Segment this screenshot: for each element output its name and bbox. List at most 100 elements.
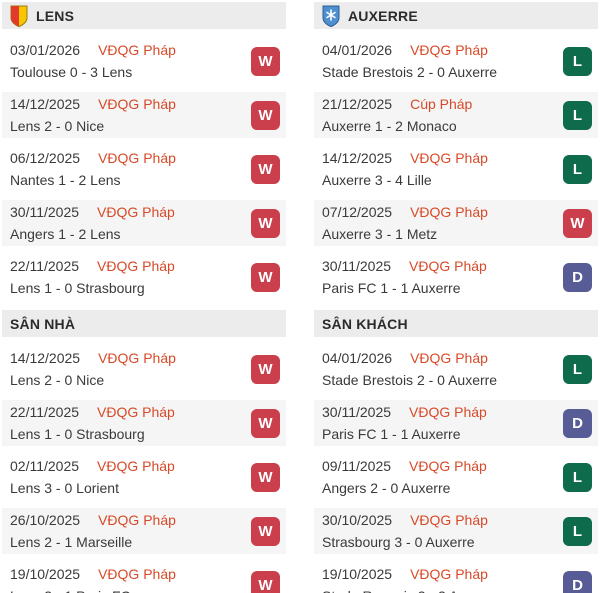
league-name[interactable]: VĐQG Pháp	[409, 404, 487, 420]
match-date: 03/01/2026	[10, 42, 81, 58]
result-badge: L	[563, 462, 592, 492]
league-name[interactable]: VĐQG Pháp	[98, 566, 176, 582]
match-row[interactable]: 07/12/2025 VĐQG Pháp Auxerre 3 - 1 Metz …	[314, 196, 598, 250]
match-row[interactable]: 04/01/2026 VĐQG Pháp Stade Brestois 2 - …	[314, 342, 598, 396]
league-name[interactable]: VĐQG Pháp	[98, 42, 176, 58]
match-date: 21/12/2025	[322, 96, 393, 112]
league-name[interactable]: VĐQG Pháp	[410, 204, 488, 220]
match-score: Nantes 1 - 2 Lens	[10, 172, 121, 188]
league-name[interactable]: VĐQG Pháp	[410, 42, 488, 58]
match-row[interactable]: 09/11/2025 VĐQG Pháp Angers 2 - 0 Auxerr…	[314, 450, 598, 504]
league-name[interactable]: VĐQG Pháp	[98, 150, 176, 166]
match-score: Auxerre 3 - 1 Metz	[322, 226, 438, 242]
match-row[interactable]: 06/12/2025 VĐQG Pháp Nantes 1 - 2 Lens W	[2, 142, 286, 196]
result-badge: W	[251, 154, 280, 184]
result-badge: W	[251, 570, 280, 593]
result-badge: W	[251, 408, 280, 438]
match-date: 06/12/2025	[10, 150, 81, 166]
league-name[interactable]: VĐQG Pháp	[98, 512, 176, 528]
match-date: 09/11/2025	[322, 458, 392, 474]
match-row[interactable]: 30/11/2025 VĐQG Pháp Paris FC 1 - 1 Auxe…	[314, 396, 598, 450]
match-score: Auxerre 3 - 4 Lille	[322, 172, 432, 188]
match-row[interactable]: 19/10/2025 VĐQG Pháp Lens 2 - 1 Paris FC…	[2, 558, 286, 593]
auxerre-column: AUXERRE 04/01/2026 VĐQG Pháp Stade Brest…	[314, 2, 598, 593]
team-name: LENS	[36, 7, 75, 24]
match-row[interactable]: 30/11/2025 VĐQG Pháp Angers 1 - 2 Lens W	[2, 196, 286, 250]
lens-recent-list: 03/01/2026 VĐQG Pháp Toulouse 0 - 3 Lens…	[2, 34, 286, 304]
match-score: Paris FC 1 - 1 Auxerre	[322, 280, 461, 296]
league-name[interactable]: VĐQG Pháp	[410, 512, 488, 528]
match-date: 19/10/2025	[322, 566, 393, 582]
result-badge: W	[563, 208, 592, 238]
match-score: Stade Brestois 2 - 0 Auxerre	[322, 372, 498, 388]
result-badge: W	[251, 354, 280, 384]
match-date: 19/10/2025	[10, 566, 81, 582]
league-name[interactable]: VĐQG Pháp	[97, 204, 175, 220]
match-row[interactable]: 14/12/2025 VĐQG Pháp Auxerre 3 - 4 Lille…	[314, 142, 598, 196]
match-row[interactable]: 30/10/2025 VĐQG Pháp Strasbourg 3 - 0 Au…	[314, 504, 598, 558]
result-badge: D	[563, 570, 592, 593]
match-score: Stade Rennais 2 - 2 Auxerre	[322, 588, 498, 593]
league-name[interactable]: VĐQG Pháp	[97, 458, 175, 474]
result-badge: L	[563, 100, 592, 130]
result-badge: L	[563, 516, 592, 546]
match-row[interactable]: 22/11/2025 VĐQG Pháp Lens 1 - 0 Strasbou…	[2, 250, 286, 304]
match-date: 30/11/2025	[10, 204, 80, 220]
result-badge: W	[251, 100, 280, 130]
match-row[interactable]: 02/11/2025 VĐQG Pháp Lens 3 - 0 Lorient …	[2, 450, 286, 504]
match-score: Auxerre 1 - 2 Monaco	[322, 118, 457, 134]
result-badge: W	[251, 462, 280, 492]
lens-home-list: 14/12/2025 VĐQG Pháp Lens 2 - 0 Nice W	[2, 342, 286, 593]
match-score: Strasbourg 3 - 0 Auxerre	[322, 534, 475, 550]
match-date: 14/12/2025	[10, 350, 81, 366]
lens-column: LENS 03/01/2026 VĐQG Pháp Toulouse 0 - 3…	[2, 2, 286, 593]
match-date: 30/11/2025	[322, 404, 392, 420]
match-date: 30/10/2025	[322, 512, 393, 528]
match-score: Toulouse 0 - 3 Lens	[10, 64, 133, 80]
match-row[interactable]: 19/10/2025 VĐQG Pháp Stade Rennais 2 - 2…	[314, 558, 598, 593]
match-row[interactable]: 03/01/2026 VĐQG Pháp Toulouse 0 - 3 Lens…	[2, 34, 286, 88]
match-row[interactable]: 21/12/2025 Cúp Pháp Auxerre 1 - 2 Monaco…	[314, 88, 598, 142]
league-name[interactable]: VĐQG Pháp	[410, 150, 488, 166]
league-name[interactable]: VĐQG Pháp	[97, 258, 175, 274]
result-badge: W	[251, 516, 280, 546]
result-badge: W	[251, 208, 280, 238]
match-date: 02/11/2025	[10, 458, 80, 474]
auxerre-header: AUXERRE	[314, 2, 598, 29]
league-name[interactable]: Cúp Pháp	[410, 96, 473, 112]
league-name[interactable]: VĐQG Pháp	[97, 404, 175, 420]
result-badge: L	[563, 154, 592, 184]
league-name[interactable]: VĐQG Pháp	[98, 96, 176, 112]
match-score: Paris FC 1 - 1 Auxerre	[322, 426, 461, 442]
lens-header: LENS	[2, 2, 286, 29]
result-badge: D	[563, 262, 592, 292]
auxerre-recent-list: 04/01/2026 VĐQG Pháp Stade Brestois 2 - …	[314, 34, 598, 304]
team-name: AUXERRE	[348, 7, 418, 24]
match-score: Lens 1 - 0 Strasbourg	[10, 426, 145, 442]
home-section-header: SÂN NHÀ	[2, 310, 286, 337]
match-score: Lens 2 - 1 Paris FC	[10, 588, 176, 593]
match-date: 14/12/2025	[10, 96, 81, 112]
match-row[interactable]: 26/10/2025 VĐQG Pháp Lens 2 - 1 Marseill…	[2, 504, 286, 558]
match-date: 30/11/2025	[322, 258, 392, 274]
league-name[interactable]: VĐQG Pháp	[98, 350, 176, 366]
match-row[interactable]: 04/01/2026 VĐQG Pháp Stade Brestois 2 - …	[314, 34, 598, 88]
match-row[interactable]: 30/11/2025 VĐQG Pháp Paris FC 1 - 1 Auxe…	[314, 250, 598, 304]
league-name[interactable]: VĐQG Pháp	[409, 258, 487, 274]
match-score: Lens 2 - 0 Nice	[10, 372, 105, 388]
league-name[interactable]: VĐQG Pháp	[410, 566, 488, 582]
league-name[interactable]: VĐQG Pháp	[409, 458, 487, 474]
match-score: Angers 1 - 2 Lens	[10, 226, 121, 242]
match-row[interactable]: 14/12/2025 VĐQG Pháp Lens 2 - 0 Nice W	[2, 88, 286, 142]
section-title: SÂN NHÀ	[10, 315, 76, 332]
match-date: 26/10/2025	[10, 512, 81, 528]
result-badge: L	[563, 46, 592, 76]
section-title: SÂN KHÁCH	[322, 315, 408, 332]
match-row[interactable]: 22/11/2025 VĐQG Pháp Lens 1 - 0 Strasbou…	[2, 396, 286, 450]
match-date: 22/11/2025	[10, 404, 80, 420]
auxerre-shield-icon	[322, 5, 340, 27]
league-name[interactable]: VĐQG Pháp	[410, 350, 488, 366]
match-score: Angers 2 - 0 Auxerre	[322, 480, 451, 496]
match-row[interactable]: 14/12/2025 VĐQG Pháp Lens 2 - 0 Nice W	[2, 342, 286, 396]
